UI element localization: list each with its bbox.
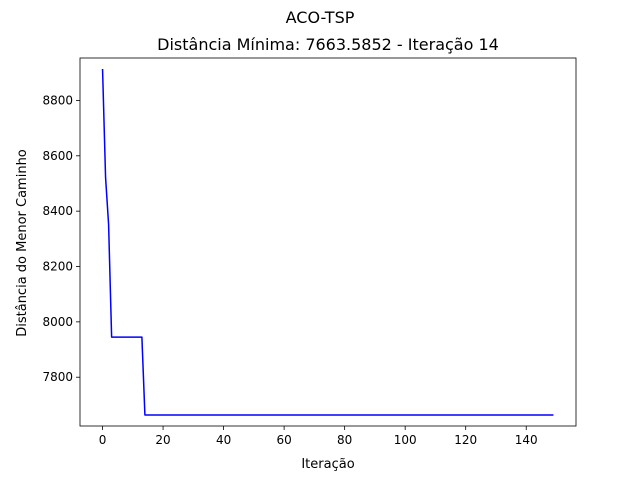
chart-suptitle: ACO-TSP [286,8,355,27]
x-tick-label-0: 0 [99,433,107,447]
y-tick-label-8800: 8800 [42,93,73,107]
x-tick-label-100: 100 [394,433,417,447]
y-tick-label-8000: 8000 [42,315,73,329]
plot-area: 0 20 40 60 80 100 120 140 7800 8000 8200 8400 8600 88… [42,57,577,447]
x-axis-label: Iteração [301,457,354,472]
x-tick-label-20: 20 [155,433,170,447]
y-tick-label-8400: 8400 [42,204,73,218]
x-tick-label-140: 140 [515,433,538,447]
series-line-0 [101,69,554,416]
chart-title: Distância Mínima: 7663.5852 - Iteração 1… [157,35,499,54]
y-tick-label-7800: 7800 [42,370,73,384]
x-tick-label-60: 60 [276,433,291,447]
x-tick-label-80: 80 [337,433,352,447]
y-tick-label-8200: 8200 [42,260,73,274]
axes-frame [79,57,577,427]
y-tick-label-8600: 8600 [42,149,73,163]
y-axis-label: Distância do Menor Caminho [15,149,30,337]
x-tick-label-120: 120 [454,433,477,447]
x-tick-label-40: 40 [216,433,231,447]
